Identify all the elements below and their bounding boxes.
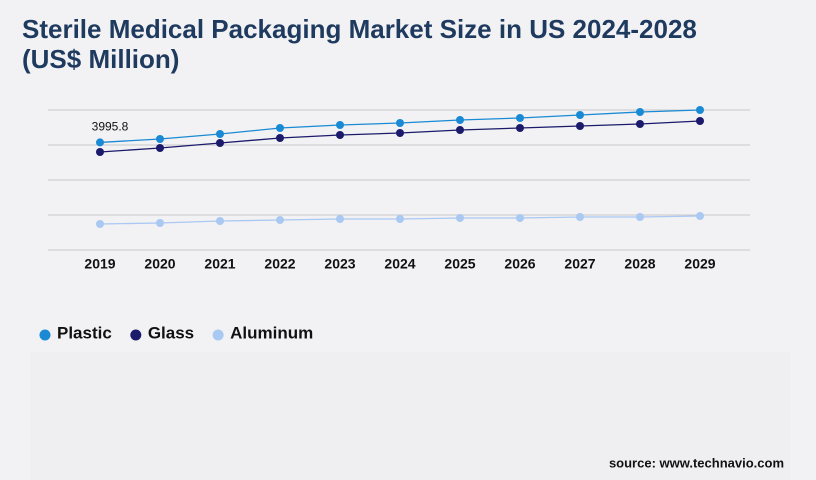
point xyxy=(96,138,104,147)
point xyxy=(456,115,464,124)
point xyxy=(276,134,284,142)
x-tick-label: 2019 xyxy=(84,256,115,272)
x-tick-label: 2023 xyxy=(324,256,355,272)
point xyxy=(516,113,524,122)
point xyxy=(576,121,584,130)
point xyxy=(396,215,404,224)
data-label: 3995.8 xyxy=(92,120,129,134)
x-tick-label: 2027 xyxy=(564,256,595,272)
point xyxy=(156,218,164,227)
source: source: www.technavio.com xyxy=(609,455,784,470)
x-tick-label: 2025 xyxy=(444,256,475,272)
point xyxy=(216,139,224,148)
legend-marker xyxy=(39,329,51,341)
point xyxy=(636,107,644,116)
chart-title: Sterile Medical Packaging Market Size in… xyxy=(22,14,697,74)
x-tick-label: 2026 xyxy=(504,256,535,272)
point xyxy=(96,148,104,156)
point xyxy=(636,120,644,128)
legend-label: Plastic xyxy=(57,323,112,342)
point xyxy=(576,212,584,221)
point xyxy=(516,124,524,133)
x-tick-label: 2029 xyxy=(684,256,715,272)
point xyxy=(456,126,464,135)
legend-marker xyxy=(212,329,224,341)
point xyxy=(696,117,704,126)
x-tick-label: 2021 xyxy=(204,256,235,272)
point xyxy=(696,211,704,220)
point xyxy=(276,216,284,225)
point xyxy=(216,129,224,138)
point xyxy=(516,213,524,222)
point xyxy=(276,124,284,133)
point xyxy=(96,219,104,228)
x-tick-label: 2024 xyxy=(384,256,415,272)
x-tick-label: 2028 xyxy=(624,256,655,272)
point xyxy=(156,134,164,143)
point xyxy=(336,131,344,140)
point xyxy=(156,143,164,152)
x-tick-label: 2020 xyxy=(144,256,175,272)
point xyxy=(336,120,344,129)
point xyxy=(456,213,464,222)
point xyxy=(216,217,224,226)
legend-label: Aluminum xyxy=(230,323,313,342)
legend-label: Glass xyxy=(148,323,194,342)
x-tick-label: 2022 xyxy=(264,256,295,272)
point xyxy=(396,128,404,137)
legend-marker xyxy=(130,329,142,341)
panel xyxy=(30,352,790,480)
point xyxy=(576,111,584,120)
point xyxy=(336,215,344,224)
point xyxy=(696,106,704,114)
point xyxy=(636,212,644,221)
point xyxy=(396,119,404,128)
